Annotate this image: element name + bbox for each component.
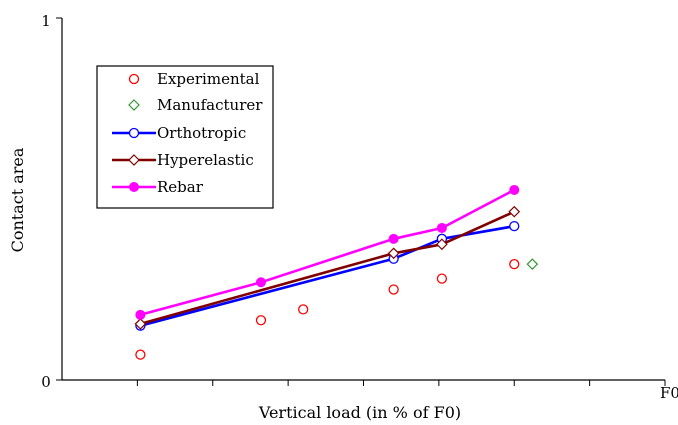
data-point-hyperelastic [436,238,448,251]
legend-marker-rebar [129,182,139,192]
legend-item-rebar: Rebar [112,178,204,196]
legend-label-manufacturer: Manufacturer [157,96,263,114]
legend-label-hyperelastic: Hyperelastic [157,151,254,169]
data-point-rebar [436,222,447,233]
legend-item-experimental: Experimental [128,70,260,88]
data-point-hyperelastic [387,247,400,260]
data-point-manufacturer [526,258,539,271]
x-axis-title: Vertical load (in % of F0) [258,403,461,422]
legend-label-experimental: Experimental [157,70,260,88]
legend-box [96,65,274,209]
legend: Experimental Manufacturer Orthotropic Hy… [96,65,274,209]
legend-item-manufacturer: Manufacturer [128,96,263,114]
series-orthotropic [135,220,520,331]
legend-marker-manufacturer [128,99,140,111]
data-point-rebar [255,277,266,288]
data-point-experimental [436,273,448,284]
x-tick-label-f0: F0 [660,384,678,402]
data-point-experimental [388,284,399,295]
data-point-experimental [298,304,309,315]
series-line-rebar [140,188,515,317]
legend-item-orthotropic: Orthotropic [112,124,246,142]
data-point-orthotropic [509,220,520,232]
legend-marker-experimental [128,73,140,85]
legend-item-hyperelastic: Hyperelastic [112,151,254,169]
series-line-hyperelastic [140,210,515,326]
y-axis-title: Contact area [8,147,27,252]
series-hyperelastic [134,205,521,330]
data-point-rebar [388,233,399,244]
legend-label-rebar: Rebar [157,178,204,196]
legend-label-orthotropic: Orthotropic [157,124,246,142]
data-point-experimental [509,259,520,270]
y-tick-label-0: 0 [41,373,51,391]
data-point-rebar [135,309,146,320]
series-experimental [135,259,520,360]
series-manufacturer [526,258,539,271]
series-rebar [135,184,520,320]
data-point-hyperelastic [508,205,521,218]
y-tick-label-1: 1 [41,12,51,30]
tick-labels: 0 1 F0 [41,12,678,402]
legend-marker-hyperelastic [128,154,140,166]
data-point-experimental [135,349,146,360]
data-point-hyperelastic [134,318,147,330]
series-layer [134,184,539,360]
axes [56,17,666,386]
data-point-rebar [509,184,520,195]
legend-marker-orthotropic [128,127,140,139]
data-point-experimental [255,315,267,326]
series-line-orthotropic [140,224,515,327]
